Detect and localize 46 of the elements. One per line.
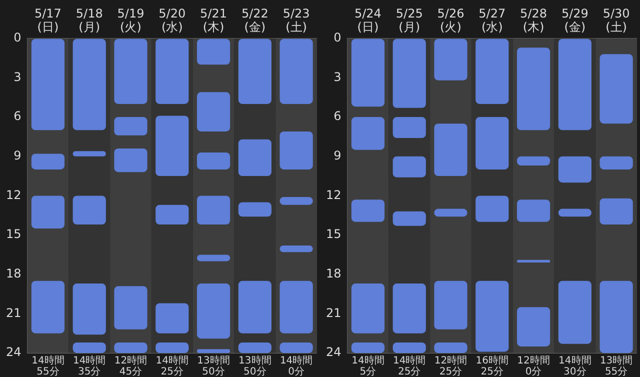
x-tick-label: 5/17 (日) xyxy=(34,6,62,34)
total-label: 14時間 30分 xyxy=(558,354,592,377)
x-tick-label: 5/26 (火) xyxy=(437,6,464,34)
x-tick-label: 5/19 (火) xyxy=(117,6,144,34)
total-label: 16時間 25分 xyxy=(476,354,508,377)
y-tick-label: 24 xyxy=(326,345,342,360)
x-tick-label: 5/24 (日) xyxy=(354,6,382,34)
total-label: 13時間 50分 xyxy=(238,354,272,377)
y-tick-label: 18 xyxy=(6,266,22,280)
total-label: 14時間 0分 xyxy=(280,354,313,377)
total-label: 14時間 55分 xyxy=(32,354,64,377)
y-tick-label: 3 xyxy=(334,70,342,84)
total-label: 12時間 45分 xyxy=(114,354,148,377)
x-tick-label: 5/23 (土) xyxy=(282,6,310,34)
total-label: 14時間 25分 xyxy=(156,354,188,377)
x-tick-label: 5/22 (金) xyxy=(241,6,268,34)
y-tick-label: 15 xyxy=(326,227,342,242)
y-tick-label: 3 xyxy=(14,70,22,84)
total-label: 13時間 55分 xyxy=(600,354,633,377)
x-tick-label: 5/20 (水) xyxy=(158,6,186,34)
x-tick-label: 5/21 (木) xyxy=(200,6,227,34)
total-label: 14時間 35分 xyxy=(72,354,106,377)
y-tick-label: 6 xyxy=(334,109,342,124)
y-tick-label: 12 xyxy=(6,188,22,202)
y-tick-label: 0 xyxy=(14,30,22,45)
total-label: 14時間 5分 xyxy=(352,354,384,377)
y-tick-label: 18 xyxy=(326,266,342,280)
total-label: 13時間 50分 xyxy=(197,354,230,377)
total-label: 14時間 25分 xyxy=(392,354,426,377)
x-tick-label: 5/28 (木) xyxy=(520,6,547,34)
x-tick-label: 5/18 (月) xyxy=(76,6,103,34)
y-tick-label: 21 xyxy=(326,306,342,320)
total-label: 12時間 0分 xyxy=(517,354,550,377)
total-label: 12時間 25分 xyxy=(434,354,468,377)
y-tick-label: 9 xyxy=(334,148,342,162)
x-tick-label: 5/30 (土) xyxy=(602,6,630,34)
x-tick-label: 5/27 (水) xyxy=(478,6,506,34)
y-tick-label: 12 xyxy=(326,188,342,202)
y-tick-label: 9 xyxy=(14,148,22,162)
y-tick-label: 24 xyxy=(6,345,22,360)
y-tick-label: 21 xyxy=(6,306,22,320)
x-tick-label: 5/29 (金) xyxy=(561,6,588,34)
y-tick-label: 15 xyxy=(6,227,22,242)
y-tick-label: 6 xyxy=(14,109,22,124)
x-tick-label: 5/25 (月) xyxy=(396,6,423,34)
y-tick-label: 0 xyxy=(334,30,342,45)
